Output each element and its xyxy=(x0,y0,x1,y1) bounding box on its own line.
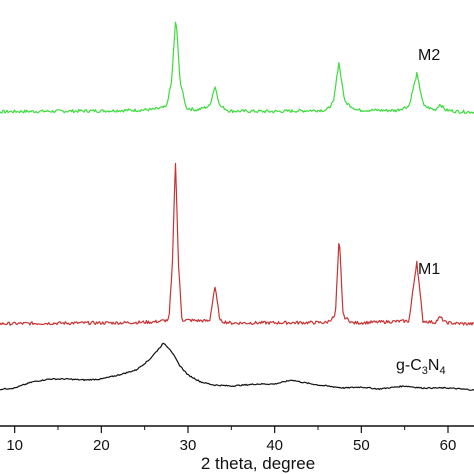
x-tick-label: 20 xyxy=(93,437,110,454)
series-line-m1 xyxy=(0,162,474,326)
series-layer: M2 M1 g-C3N4 xyxy=(0,21,474,391)
x-axis-title: 2 theta, degree xyxy=(201,454,315,473)
series-line-m2 xyxy=(0,21,474,114)
series-label-g-c3n4: g-C3N4 xyxy=(396,357,446,377)
x-tick-layer: 10 20 30 40 50 60 xyxy=(6,426,456,454)
x-tick-label: 40 xyxy=(266,437,283,454)
x-tick-label: 30 xyxy=(180,437,197,454)
x-tick-label: 50 xyxy=(353,437,370,454)
x-tick-label: 10 xyxy=(6,437,23,454)
series-line-g-c3n4 xyxy=(0,342,474,391)
series-label-m1: M1 xyxy=(418,261,440,278)
series-label-m2: M2 xyxy=(418,47,440,64)
x-tick-label: 60 xyxy=(440,437,457,454)
